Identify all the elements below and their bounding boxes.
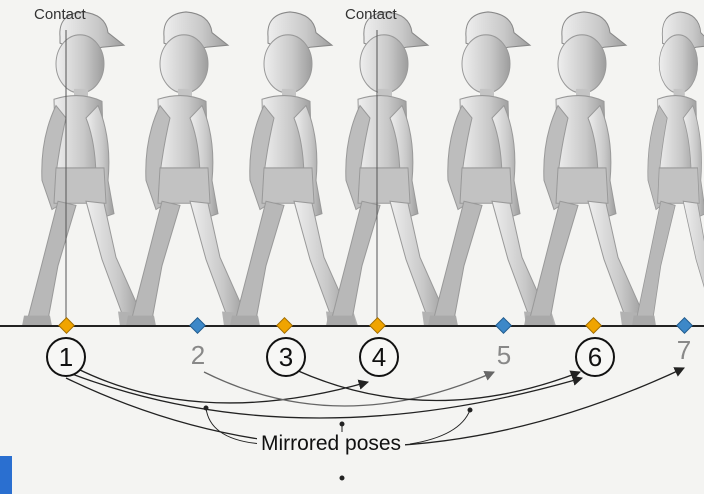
contact-label-1: Contact <box>34 6 86 23</box>
frame-number-1: 1 <box>46 337 86 377</box>
walking-figure-7 <box>631 11 704 327</box>
key-marker-3 <box>276 317 293 334</box>
key-marker-4 <box>369 317 386 334</box>
breakdown-marker-5 <box>495 317 512 334</box>
walking-figure-4 <box>325 11 455 327</box>
walking-figure-6 <box>523 11 653 327</box>
frame-number-3: 3 <box>266 337 306 377</box>
walking-figure-2 <box>125 11 255 327</box>
walking-figure-5 <box>427 11 557 327</box>
arrow-1-to-6 <box>71 373 583 419</box>
caption-brackets <box>203 405 473 481</box>
page-edge-marker <box>0 456 12 494</box>
frame-number-4: 4 <box>359 337 399 377</box>
frame-markers <box>58 317 693 334</box>
key-marker-1 <box>58 317 75 334</box>
breakdown-marker-2 <box>189 317 206 334</box>
arrow-2-to-5 <box>203 371 495 407</box>
frame-number-6: 6 <box>575 337 615 377</box>
walking-figure-3 <box>229 11 359 327</box>
mirrored-poses-caption: Mirrored poses <box>257 432 406 456</box>
key-marker-6 <box>585 317 602 334</box>
frame-number-7: 7 <box>676 335 692 365</box>
frame-number-2: 2 <box>190 340 206 370</box>
arrow-1-to-4 <box>75 367 370 404</box>
contact-label-2: Contact <box>345 6 397 23</box>
walking-figure-1 <box>21 11 151 327</box>
arrow-3-to-6 <box>295 369 581 402</box>
breakdown-marker-7 <box>676 317 693 334</box>
frame-number-5: 5 <box>496 340 512 370</box>
